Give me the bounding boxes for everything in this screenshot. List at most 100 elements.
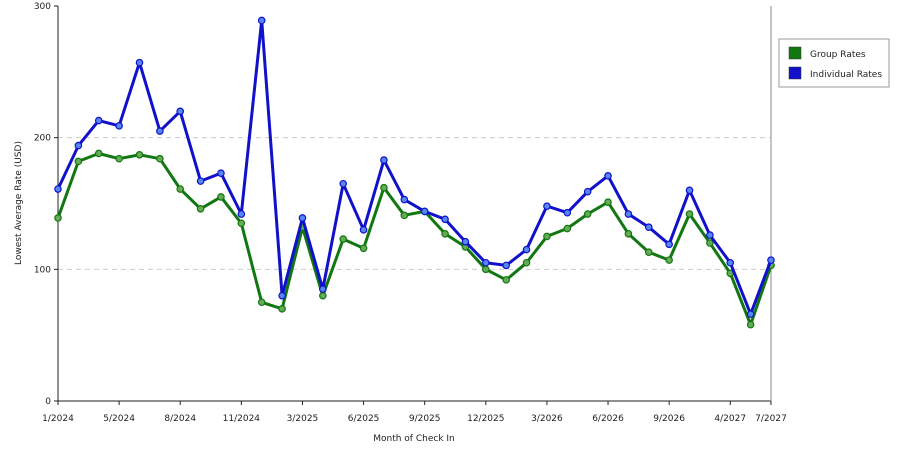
data-point [481,258,490,267]
data-point [420,207,429,216]
data-point [706,231,714,239]
data-point [400,211,409,220]
data-point [624,229,633,238]
data-point [74,141,83,150]
series-layer [54,16,775,329]
data-point [746,310,755,318]
data-point [196,177,205,185]
x-tick-label: 5/2024 [103,414,135,424]
data-point [54,214,62,222]
data-point [604,172,612,180]
legend-swatch-individual-rates [788,66,802,80]
data-point [746,320,755,329]
data-point [624,210,633,218]
data-point [298,214,307,222]
data-point [380,183,388,192]
data-point [583,187,592,196]
x-tick-label: 11/2024 [223,414,261,424]
series-group-rates [54,149,775,329]
data-point [767,256,775,264]
y-axis-label: Lowest Average Rate (USD) [14,141,24,265]
data-point [319,285,327,293]
data-point [217,193,225,201]
data-point [176,185,185,193]
data-point [522,258,531,267]
data-point [481,265,490,274]
legend-swatch-group-rates [788,46,802,60]
data-point [543,202,551,210]
legend: Group Rates Individual Rates [778,38,890,88]
legend-label-group-rates: Group Rates [810,50,866,60]
data-point [176,107,185,116]
data-point [502,261,510,270]
data-point [563,208,572,217]
x-tick-label: 8/2024 [164,414,196,424]
data-point [237,210,246,218]
data-point [604,198,612,206]
series-line [56,19,773,316]
data-point [380,156,388,164]
data-point [257,298,266,307]
data-point [217,169,225,178]
x-tick-label: 1/2024 [42,414,74,424]
x-tick-label: 3/2026 [531,414,563,424]
data-point [563,224,572,233]
y-tick-label: 0 [45,397,51,407]
data-point [665,240,673,249]
data-point [441,215,449,224]
data-point [278,305,286,313]
data-point [115,122,123,130]
data-point [583,210,592,218]
x-tick-label: 3/2025 [287,414,319,424]
axes [57,6,772,402]
data-point [319,291,327,300]
data-point [115,154,123,163]
x-axis-label: Month of Check In [373,434,455,444]
data-point [685,210,694,218]
x-tick-label: 7/2027 [755,414,787,424]
data-point [135,58,144,67]
data-point [359,226,368,234]
data-point [156,127,164,135]
data-point [644,248,653,257]
data-point [359,244,368,253]
data-point [156,154,164,163]
x-tick-label: 6/2025 [348,414,380,424]
data-point [400,195,409,204]
data-point [522,245,531,254]
y-tick-label: 200 [34,134,51,144]
legend-label-individual-rates: Individual Rates [810,70,882,80]
data-point [706,239,714,247]
x-tick-label: 9/2026 [653,414,685,424]
data-point [685,186,694,195]
x-ticks: 1/2024 5/2024 8/2024 11/2024 3/2025 6/2025 9/2… [42,401,787,424]
data-point [339,179,348,188]
data-point [339,235,348,243]
x-tick-label: 9/2025 [409,414,441,424]
y-tick-label: 300 [34,2,51,12]
data-point [196,204,205,213]
data-point [54,185,62,193]
data-point [461,237,470,246]
data-point [135,150,144,159]
gridlines [58,137,771,270]
data-point [94,116,103,125]
series-individual-rates [54,16,775,318]
x-tick-label: 12/2025 [467,414,504,424]
data-point [502,276,510,284]
data-point [278,291,286,300]
data-point [665,256,673,264]
data-point [441,229,449,238]
data-point [237,219,246,228]
data-point [543,232,551,241]
data-point [726,258,735,267]
data-point [644,223,653,232]
data-point [257,16,266,25]
x-tick-label: 4/2027 [714,414,746,424]
data-point [74,157,83,166]
data-point [94,149,103,158]
x-tick-label: 6/2026 [592,414,624,424]
y-ticks: 0 100 200 300 [34,2,58,407]
y-tick-label: 100 [34,265,51,275]
